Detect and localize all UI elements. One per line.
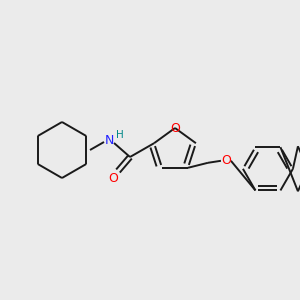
Text: N: N <box>104 134 114 146</box>
Text: O: O <box>221 154 231 167</box>
Text: H: H <box>116 130 124 140</box>
Text: O: O <box>170 122 180 134</box>
Text: O: O <box>108 172 118 184</box>
